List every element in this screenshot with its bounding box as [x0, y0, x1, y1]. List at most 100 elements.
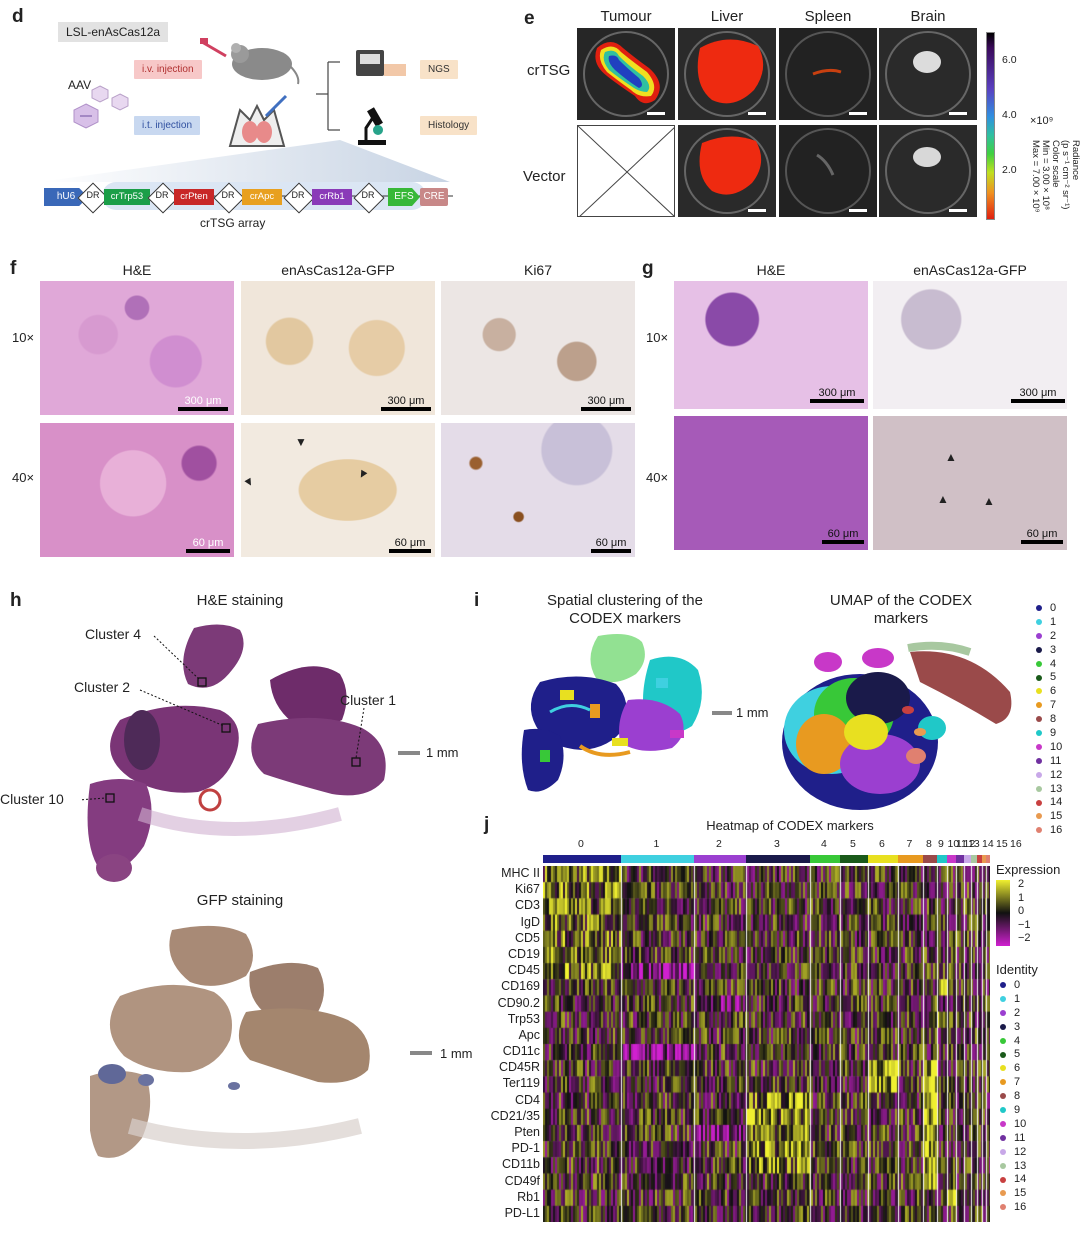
legend-label: 16: [1050, 824, 1063, 837]
j-legend-item-12: 12: [1000, 1146, 1026, 1160]
j-legend-item-5: 5: [1000, 1048, 1026, 1062]
legend-label: 9: [1014, 1104, 1021, 1117]
i-scalebar: 1 mm: [736, 705, 769, 720]
scale-min: Min = 3.00 × 10⁸: [1040, 140, 1051, 211]
legend-dot-icon: [1036, 674, 1042, 681]
i-title-spatial: Spatial clustering of the CODEX markers: [547, 592, 703, 627]
arrowhead-icon: ▼: [241, 472, 258, 492]
cluster-4-label: Cluster 4: [85, 626, 142, 642]
col-brain: Brain: [910, 8, 946, 25]
ivis-spleen-vector: [779, 125, 877, 217]
i-legend-item-6: 6: [1036, 685, 1076, 699]
heatmap-row-label: MHC II: [501, 866, 540, 881]
cluster-number: 3: [774, 838, 780, 850]
arrowhead-icon: ▲: [945, 450, 957, 464]
heatmap-cluster-bar: [543, 855, 990, 863]
arrowhead-icon: ▼: [354, 464, 372, 484]
legend-label: 10: [1014, 1117, 1027, 1130]
legend-label: 2: [1014, 1006, 1021, 1019]
dr-repeat-5: DR: [361, 190, 375, 200]
crrb1-element: crRb1: [312, 189, 352, 205]
cluster-bar-segment: [937, 855, 947, 863]
identity-title: Identity: [996, 962, 1038, 977]
heatmap-title: Heatmap of CODEX markers: [706, 818, 874, 833]
legend-dot-icon: [1000, 982, 1006, 989]
scale-tick-2: 2.0: [1002, 164, 1017, 176]
col-liver: Liver: [710, 8, 744, 25]
arrowhead-icon: ▲: [983, 494, 995, 508]
i-legend-item-3: 3: [1036, 644, 1076, 658]
cluster-number: 13: [968, 838, 980, 850]
j-legend-item-8: 8: [1000, 1090, 1026, 1104]
f-ki67-10x-image: 300 μm: [441, 281, 635, 415]
legend-dot-icon: [1000, 1023, 1006, 1030]
i-legend-item-15: 15: [1036, 810, 1076, 824]
legend-dot-icon: [1036, 632, 1042, 639]
cluster-bar-segment: [986, 855, 990, 863]
f-col-gfp: enAsCas12a-GFP: [281, 262, 395, 278]
cluster-bar-segment: [977, 855, 982, 863]
dr-repeat-2: DR: [155, 190, 169, 200]
cluster-number: 14: [982, 838, 994, 850]
g-row-10x: 10×: [646, 330, 669, 345]
codex-heatmap: [543, 866, 990, 1222]
legend-label: 15: [1050, 810, 1063, 823]
outcome-bracket: [316, 61, 340, 131]
crapc-element: crApc: [242, 189, 282, 205]
i-legend-item-14: 14: [1036, 796, 1076, 810]
legend-dot-icon: [1000, 1204, 1006, 1211]
i-legend-item-9: 9: [1036, 727, 1076, 741]
j-legend-item-2: 2: [1000, 1007, 1026, 1021]
g-row-40x: 40×: [646, 470, 669, 485]
g-col-gfp: enAsCas12a-GFP: [913, 262, 1027, 278]
mouse-line-label: LSL-enAsCas12a: [58, 22, 169, 42]
f-gfp-40x-image: ▼ ▼ ▼ 60 μm: [241, 423, 435, 557]
i-legend-item-1: 1: [1036, 616, 1076, 630]
j-legend-item-9: 9: [1000, 1104, 1026, 1118]
cluster-bar-segment: [956, 855, 964, 863]
j-legend-item-16: 16: [1000, 1201, 1026, 1215]
heatmap-row-label: CD49f: [504, 1173, 540, 1188]
panel-g-label: g: [642, 258, 654, 279]
ivis-liver-crtsg: [678, 28, 776, 120]
h-scalebar-gfp: 1 mm: [440, 1046, 473, 1061]
cluster-number: 4: [821, 838, 827, 850]
heatmap-row-label: CD11b: [502, 1157, 540, 1172]
f-ki67-40x-image: 60 μm: [441, 423, 635, 557]
legend-label: 0: [1014, 979, 1021, 991]
radiance-units: (p s⁻¹ cm⁻² sr⁻¹): [1060, 140, 1071, 210]
heatmap-row-label: Apc: [518, 1027, 540, 1042]
ngs-label: NGS: [420, 60, 458, 79]
legend-dot-icon: [1000, 1065, 1006, 1072]
aav-virus-icon: [73, 85, 129, 129]
f-col-ki67: Ki67: [523, 262, 553, 278]
cluster-number: 15: [996, 838, 1008, 850]
spatial-cluster-map: [521, 634, 702, 792]
array-projection-shape: [40, 140, 450, 182]
i-cluster-legend: 0 1 2 3 4 5 6 7 8 9 10 11 12 13 14 15 16: [1036, 602, 1076, 838]
h-scalebar-he: 1 mm: [426, 745, 459, 760]
legend-label: 4: [1050, 657, 1057, 670]
legend-dot-icon: [1036, 688, 1042, 695]
legend-dot-icon: [1036, 716, 1042, 723]
expression-tick: −2: [1018, 932, 1031, 944]
panel-d-label: d: [12, 6, 24, 27]
heatmap-row-label: PD-1: [511, 1141, 540, 1156]
ivis-liver-vector: [678, 125, 776, 217]
legend-dot-icon: [1036, 799, 1042, 806]
heatmap-row-label: CD45: [508, 963, 540, 978]
cluster-number: 0: [578, 838, 584, 850]
ivis-brain-vector: [879, 125, 977, 217]
expression-tick: 0: [1018, 905, 1025, 917]
cluster-number: 11: [956, 838, 967, 850]
cluster-number: 7: [906, 838, 913, 850]
f-col-he: H&E: [122, 262, 152, 278]
expression-title: Expression: [996, 862, 1061, 877]
j-legend-item-11: 11: [1000, 1132, 1026, 1146]
heatmap-row-label: Ter119: [502, 1076, 540, 1091]
iv-injection-label: i.v. injection: [134, 60, 202, 79]
expression-colorbar: [996, 880, 1010, 946]
cre-element: CRE: [420, 188, 448, 206]
legend-dot-icon: [1000, 1079, 1006, 1086]
legend-label: 12: [1050, 768, 1063, 781]
